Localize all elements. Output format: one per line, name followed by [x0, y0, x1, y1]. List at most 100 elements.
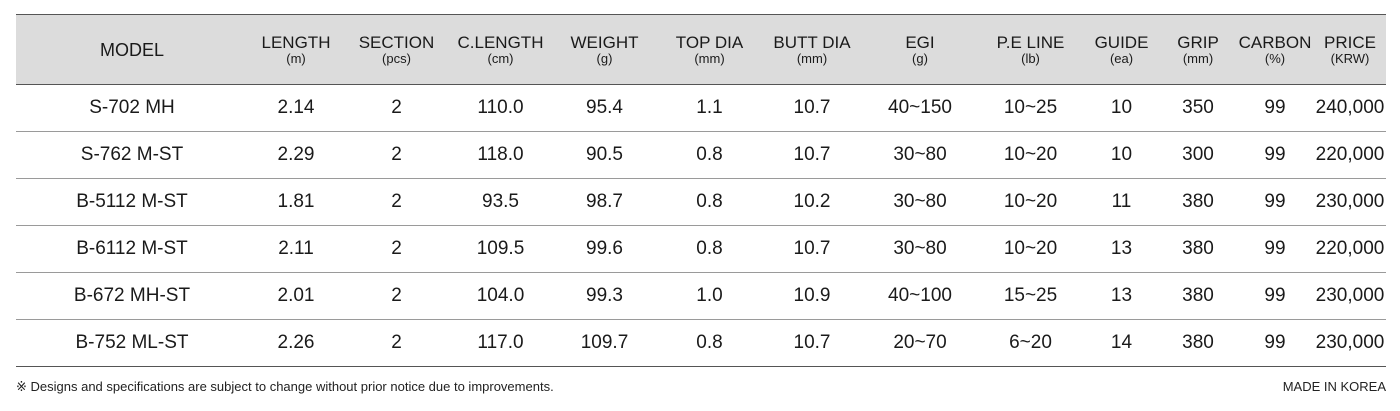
column-header-unit: (g): [912, 50, 928, 66]
column-header: EGI (g): [862, 15, 978, 85]
table-cell: 1.0: [696, 285, 723, 306]
table-cell: 117.0: [477, 332, 524, 353]
model-cell: B-5112 M-ST: [76, 191, 188, 212]
table-cell: 90.5: [586, 144, 623, 165]
column-header: GRIP (mm): [1160, 15, 1236, 85]
table-row: B-752 ML-ST 2.26 2 117.0 109.7 0.8 10.7 20~70 6~…: [16, 320, 1386, 367]
column-header-unit: (pcs): [382, 50, 411, 66]
table-cell: 30~80: [893, 238, 947, 259]
table-cell: 15~25: [1003, 285, 1058, 306]
table-cell: 2.01: [277, 285, 315, 306]
table-cell: 2.11: [278, 238, 314, 259]
table-cell: 10~20: [1003, 144, 1058, 165]
table-cell: 0.8: [696, 191, 723, 212]
table-cell: 10.7: [793, 144, 831, 165]
column-header: P.E LINE (lb): [978, 15, 1083, 85]
column-header-label: CARBON: [1238, 32, 1312, 52]
column-header-label: BUTT DIA: [773, 32, 851, 52]
column-header-label: GRIP: [1177, 32, 1219, 52]
table-cell: 2.29: [277, 144, 315, 165]
table-cell: 11: [1111, 191, 1132, 212]
table-cell: 13: [1110, 238, 1133, 259]
table-cell: 0.8: [696, 332, 723, 353]
table-cell: 104.0: [476, 285, 525, 306]
table-cell: 1.81: [277, 191, 315, 212]
table-cell: 220,000: [1315, 238, 1385, 259]
table-cell: 2.26: [277, 332, 315, 353]
column-header-unit: (mm): [1182, 50, 1214, 66]
column-header-label: LENGTH: [261, 32, 331, 52]
table-row: S-762 M-ST 2.29 2 118.0 90.5 0.8 10.7 30~80 10~2…: [16, 132, 1386, 179]
table-cell: 99: [1264, 191, 1286, 212]
table-cell: 0.8: [696, 144, 723, 165]
table-cell: 99: [1264, 285, 1286, 306]
table-cell: 99.6: [586, 238, 623, 259]
model-cell: B-752 ML-ST: [75, 332, 189, 353]
table-cell: 99: [1264, 238, 1286, 259]
column-header-label: C.LENGTH: [457, 32, 544, 52]
table-row: B-672 MH-ST 2.01 2 104.0 99.3 1.0 10.9 40~100 15…: [16, 273, 1386, 320]
column-header-unit: (g): [596, 50, 613, 66]
table-cell: 40~100: [888, 285, 952, 306]
table-cell: 2: [391, 332, 402, 353]
column-header-label: WEIGHT: [570, 32, 639, 52]
model-cell: S-702 MH: [89, 97, 175, 118]
table-cell: 350: [1182, 97, 1214, 118]
table-cell: 13: [1110, 285, 1133, 306]
made-in-label: MADE IN KOREA: [1282, 379, 1386, 394]
table-cell: 0.8: [696, 238, 723, 259]
table-row: B-5112 M-ST 1.81 2 93.5 98.7 0.8 10.2 30~80 10~2…: [16, 179, 1386, 226]
table-cell: 2: [391, 144, 402, 165]
column-header-label: PRICE: [1324, 32, 1376, 52]
table-row: S-702 MH 2.14 2 110.0 95.4 1.1 10.7 40~150 10~25…: [16, 85, 1386, 132]
column-header-unit: (mm): [694, 50, 725, 66]
model-cell: S-762 M-ST: [80, 144, 184, 165]
table-cell: 10.2: [793, 191, 831, 212]
table-cell: 10: [1110, 97, 1133, 118]
column-header-label: SECTION: [358, 32, 435, 52]
table-cell: 95.4: [586, 97, 623, 118]
model-cell: B-6112 M-ST: [76, 238, 188, 259]
table-cell: 40~150: [888, 97, 952, 118]
table-cell: 10: [1110, 144, 1133, 165]
table-cell: 6~20: [1009, 332, 1052, 353]
column-header: LENGTH (m): [248, 15, 344, 85]
table-cell: 300: [1182, 144, 1214, 165]
table-cell: 10~20: [1003, 238, 1058, 259]
table-cell: 2: [391, 285, 402, 306]
table-cell: 109.7: [580, 332, 629, 353]
column-header-unit: (lb): [1021, 50, 1040, 66]
table-cell: 380: [1182, 332, 1214, 353]
table-cell: 93.5: [482, 191, 519, 212]
column-header-label: GUIDE: [1094, 32, 1149, 52]
table-cell: 109.5: [476, 238, 525, 259]
table-cell: 240,000: [1315, 97, 1385, 118]
disclaimer-note: ※ Designs and specifications are subject…: [16, 379, 554, 394]
column-header-unit: (ea): [1109, 50, 1134, 66]
header-row: MODEL LENGTH (m) SECTION (pcs) C.LENGTH (cm) WE…: [16, 14, 1386, 85]
table-cell: 2.14: [277, 97, 315, 118]
table-cell: 220,000: [1315, 144, 1385, 165]
model-cell: B-672 MH-ST: [73, 285, 191, 306]
table-cell: 2: [391, 238, 402, 259]
table-cell: 110.0: [477, 97, 524, 118]
column-header: CARBON (%): [1236, 15, 1314, 85]
column-header-label: EGI: [905, 32, 935, 52]
table-cell: 30~80: [893, 144, 947, 165]
table-cell: 10~20: [1003, 191, 1058, 212]
column-header-label: TOP DIA: [675, 32, 744, 52]
table-cell: 2: [391, 191, 402, 212]
table-cell: 2: [391, 97, 402, 118]
table-cell: 1.1: [696, 97, 723, 118]
table-cell: 10.7: [793, 332, 831, 353]
table-cell: 230,000: [1315, 191, 1385, 212]
table-body: S-702 MH 2.14 2 110.0 95.4 1.1 10.7 40~150 10~25…: [16, 85, 1386, 367]
table-cell: 10.9: [793, 285, 831, 306]
column-header: BUTT DIA (mm): [762, 15, 862, 85]
column-header: TOP DIA (mm): [657, 15, 762, 85]
column-header: PRICE (KRW): [1314, 15, 1386, 85]
table-cell: 99: [1264, 144, 1286, 165]
column-header-unit: (KRW): [1330, 50, 1370, 66]
table-cell: 30~80: [893, 191, 947, 212]
table-cell: 20~70: [893, 332, 947, 353]
